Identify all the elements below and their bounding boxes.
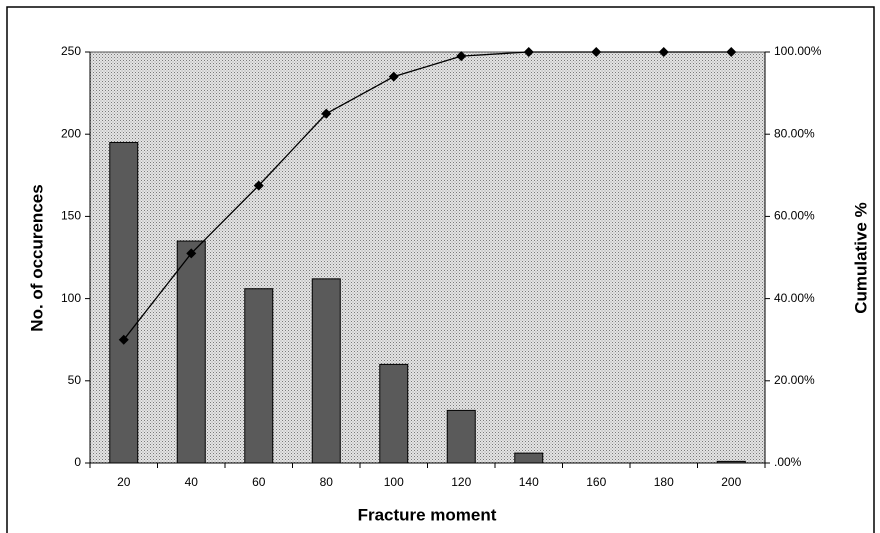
line-marker [253,180,264,191]
line-marker [658,47,669,57]
x-tick-label: 120 [451,475,471,489]
line-marker [456,51,467,62]
line-marker [388,71,399,82]
x-tick-label: 140 [519,475,539,489]
x-tick-label: 20 [117,475,131,489]
bar [379,363,409,464]
y2-tick-label: .00% [774,455,802,469]
cumulative-line [123,51,732,341]
bar [176,240,206,464]
y2-tick-label: 20.00% [774,373,815,387]
y-tick-label: 50 [68,373,82,387]
bar [716,460,746,464]
line-marker [726,47,737,57]
y-tick-label: 250 [61,44,81,58]
y2-tick-label: 80.00% [774,126,815,140]
x-tick-label: 180 [654,475,674,489]
line-marker [118,334,129,345]
x-axis-title: Fracture moment [358,505,497,524]
y2-tick-label: 40.00% [774,291,815,305]
y-tick-label: 0 [74,455,81,469]
y-tick-label: 150 [61,209,81,223]
x-tick-label: 200 [721,475,741,489]
bar [311,278,341,464]
y2-tick-label: 60.00% [774,209,815,223]
bar [514,452,544,464]
line-marker [591,47,602,57]
y-axis-title: No. of occurences [27,184,46,331]
y-tick-label: 100 [61,291,81,305]
bar [446,409,476,464]
x-tick-label: 80 [320,475,334,489]
bar [244,288,274,464]
chart-frame [6,6,875,533]
y-tick-label: 200 [61,126,81,140]
line-marker [523,47,534,57]
x-tick-label: 40 [185,475,199,489]
x-tick-label: 100 [384,475,404,489]
x-tick-label: 160 [586,475,606,489]
x-tick-label: 60 [252,475,266,489]
line-marker [321,108,332,119]
bar [109,141,139,464]
line-marker [186,248,197,259]
y2-axis-title: Cumulative % [851,202,870,313]
y2-tick-label: 100.00% [774,44,822,58]
